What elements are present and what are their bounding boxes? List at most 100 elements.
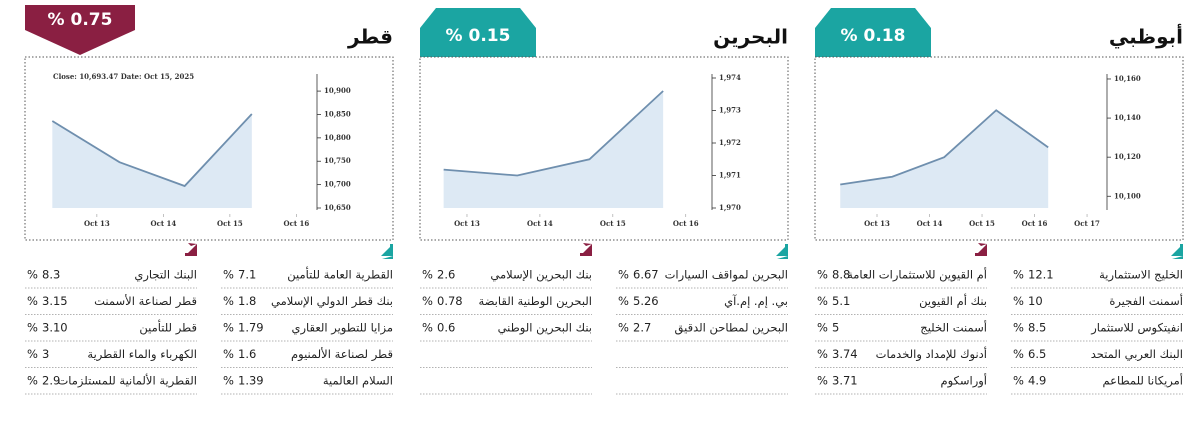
stock-name: الخليج الاستثمارية (1099, 268, 1183, 283)
stock-name: قطر للتأمين (139, 320, 197, 336)
percent-sign: % (817, 268, 828, 282)
stock-name: أسمنت الفجيرة (1109, 293, 1183, 309)
stock-change: 1.79 (238, 321, 264, 335)
stock-change: 5 (832, 321, 839, 335)
loss-icon (975, 243, 987, 256)
stock-name: أسمنت الخليج (920, 320, 987, 335)
x-tick-label: Oct 16 (283, 219, 309, 228)
percent-sign: % (27, 347, 38, 361)
percent-sign: % (422, 268, 433, 282)
percent-sign: % (27, 321, 38, 335)
stock-change: 6.67 (633, 268, 659, 282)
stock-change: 8.3 (42, 268, 60, 282)
x-tick-label: Oct 15 (600, 219, 626, 228)
y-tick-label: 10,100 (1114, 191, 1141, 200)
gain-icon (1171, 244, 1183, 259)
area (52, 114, 252, 208)
x-tick-label: Oct 14 (527, 219, 553, 228)
percent-sign: % (1013, 294, 1024, 308)
stock-name: الكهرباء والماء القطرية (87, 347, 197, 362)
percent-sign: % (422, 294, 433, 308)
loss-icon (185, 243, 197, 256)
stock-name: بي. إم. إم.آي (724, 294, 788, 308)
stock-name: أم القيوين للاستثمارات العامة (847, 267, 987, 283)
stock-change: 6.5 (1028, 347, 1046, 361)
stock-name: قطر لصناعة الأسمنت (94, 294, 197, 309)
stock-name: بنك قطر الدولي الإسلامي (271, 294, 393, 309)
change-badge (420, 8, 536, 57)
y-tick-label: 10,700 (324, 180, 351, 189)
y-tick-label: 10,160 (1114, 74, 1141, 83)
gain-icon (381, 244, 393, 259)
x-tick-label: Oct 15 (969, 219, 995, 228)
percent-sign: % (618, 321, 629, 335)
chart-frame (814, 56, 1184, 241)
change-badge (25, 5, 135, 55)
stock-name: بنك البحرين الإسلامي (490, 268, 592, 283)
stock-name: القطرية الألمانية للمستلزمات (57, 374, 197, 389)
market-title: قطر (347, 25, 393, 49)
stock-name: بنك أم القيوين (919, 293, 987, 309)
y-tick-label: 10,120 (1114, 152, 1141, 161)
stock-name: أمريكانا للمطاعم (1102, 373, 1183, 389)
gain-icon (776, 244, 788, 259)
percent-sign: % (817, 347, 828, 361)
y-tick-label: 10,140 (1114, 113, 1141, 122)
percent-sign: % (27, 268, 38, 282)
stock-change: 1.6 (238, 347, 256, 361)
chart-frame (419, 56, 789, 241)
stock-name: أوراسكوم (940, 373, 987, 389)
percent-sign: % (618, 268, 629, 282)
percent-sign: % (27, 294, 38, 308)
percent-sign: % (817, 374, 828, 388)
x-tick-label: Oct 13 (454, 219, 480, 228)
line (51, 113, 253, 188)
stock-change: 1.39 (238, 374, 264, 388)
stock-name: البحرين الوطنية القابضة (479, 294, 592, 309)
percent-sign: % (817, 294, 828, 308)
stock-change: 3.71 (832, 374, 858, 388)
stock-change: 8.5 (1028, 321, 1046, 335)
y-tick-label: 10,800 (324, 133, 351, 142)
stock-name: البحرين لمطاحن الدقيق (675, 321, 788, 336)
x-tick-label: Oct 13 (864, 219, 890, 228)
x-tick-label: Oct 15 (217, 219, 243, 228)
stock-change: 10 (1028, 294, 1043, 308)
stock-name: البحرين لمواقف السيارات (665, 268, 788, 283)
area (840, 110, 1049, 208)
y-tick-label: 1,972 (719, 138, 741, 147)
x-tick-label: Oct 16 (1022, 219, 1048, 228)
stock-change: 5.1 (832, 294, 850, 308)
y-tick-label: 10,650 (324, 203, 351, 212)
x-tick-label: Oct 14 (150, 219, 176, 228)
percent-sign: % (1013, 321, 1024, 335)
stock-change: 7.1 (238, 268, 256, 282)
stock-name: أدنوك للإمداد والخدمات (876, 346, 987, 362)
stock-name: انفيتكوس للاستثمار (1090, 321, 1183, 336)
line (840, 109, 1049, 186)
percent-sign: % (1013, 374, 1024, 388)
stock-name: السلام العالمية (323, 374, 393, 388)
y-tick-label: 1,970 (719, 203, 741, 212)
stock-change: 3.10 (42, 321, 68, 335)
x-tick-label: Oct 13 (84, 219, 110, 228)
chart-frame (24, 56, 394, 241)
area (443, 91, 664, 208)
percent-sign: % (223, 294, 234, 308)
change-badge (815, 8, 931, 57)
market-title: أبوظبي (1109, 23, 1183, 50)
x-tick-label: Oct 16 (673, 219, 699, 228)
stock-name: البنك التجاري (134, 268, 197, 283)
stock-change: 0.78 (437, 294, 463, 308)
y-tick-label: 10,900 (324, 86, 351, 95)
x-tick-label: Oct 17 (1074, 219, 1100, 228)
stock-change: 8.8 (832, 268, 850, 282)
y-tick-label: 10,750 (324, 156, 351, 165)
percent-sign: % (1013, 347, 1024, 361)
stock-change: 4.9 (1028, 374, 1046, 388)
percent-sign: % (422, 321, 433, 335)
market-title: البحرين (713, 25, 788, 49)
stock-name: البنك العربي المتحد (1091, 347, 1183, 362)
percent-sign: % (27, 374, 38, 388)
